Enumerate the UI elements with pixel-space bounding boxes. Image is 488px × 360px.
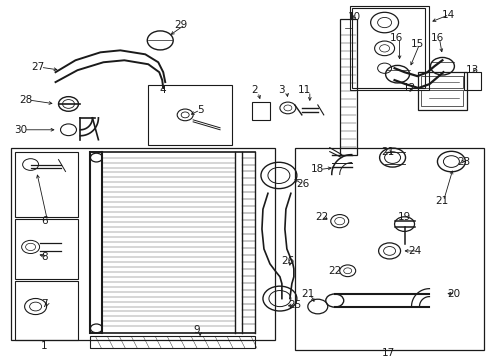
Text: 22: 22	[314, 212, 328, 222]
Text: 3: 3	[278, 85, 285, 95]
Text: 9: 9	[193, 325, 200, 336]
Text: 1: 1	[41, 341, 48, 351]
Text: 25: 25	[287, 300, 301, 310]
Text: 6: 6	[41, 216, 48, 226]
Text: 30: 30	[14, 125, 27, 135]
Text: 7: 7	[41, 298, 48, 309]
Text: 19: 19	[397, 212, 410, 222]
Text: 14: 14	[441, 10, 454, 19]
Text: 2: 2	[251, 85, 258, 95]
Text: 26: 26	[296, 179, 309, 189]
Text: 21: 21	[301, 289, 314, 298]
Text: 18: 18	[310, 165, 324, 175]
Text: 5: 5	[196, 105, 203, 115]
Text: 20: 20	[446, 289, 459, 298]
Text: 4: 4	[160, 85, 166, 95]
Text: 27: 27	[31, 62, 44, 72]
Text: 11: 11	[298, 85, 311, 95]
Text: 28: 28	[19, 95, 32, 105]
Text: 23: 23	[456, 157, 469, 167]
Text: 22: 22	[327, 266, 341, 276]
Text: 10: 10	[347, 12, 361, 22]
Text: 24: 24	[407, 246, 420, 256]
Text: 12: 12	[402, 83, 415, 93]
Text: 21: 21	[380, 147, 393, 157]
Text: 13: 13	[465, 65, 478, 75]
Text: 29: 29	[174, 19, 187, 30]
Text: 21: 21	[434, 196, 447, 206]
Text: 8: 8	[41, 252, 48, 262]
Text: 17: 17	[381, 348, 394, 358]
Text: 16: 16	[430, 33, 443, 44]
Text: 15: 15	[410, 39, 423, 49]
Text: 16: 16	[389, 33, 403, 44]
Text: 26: 26	[281, 256, 294, 266]
